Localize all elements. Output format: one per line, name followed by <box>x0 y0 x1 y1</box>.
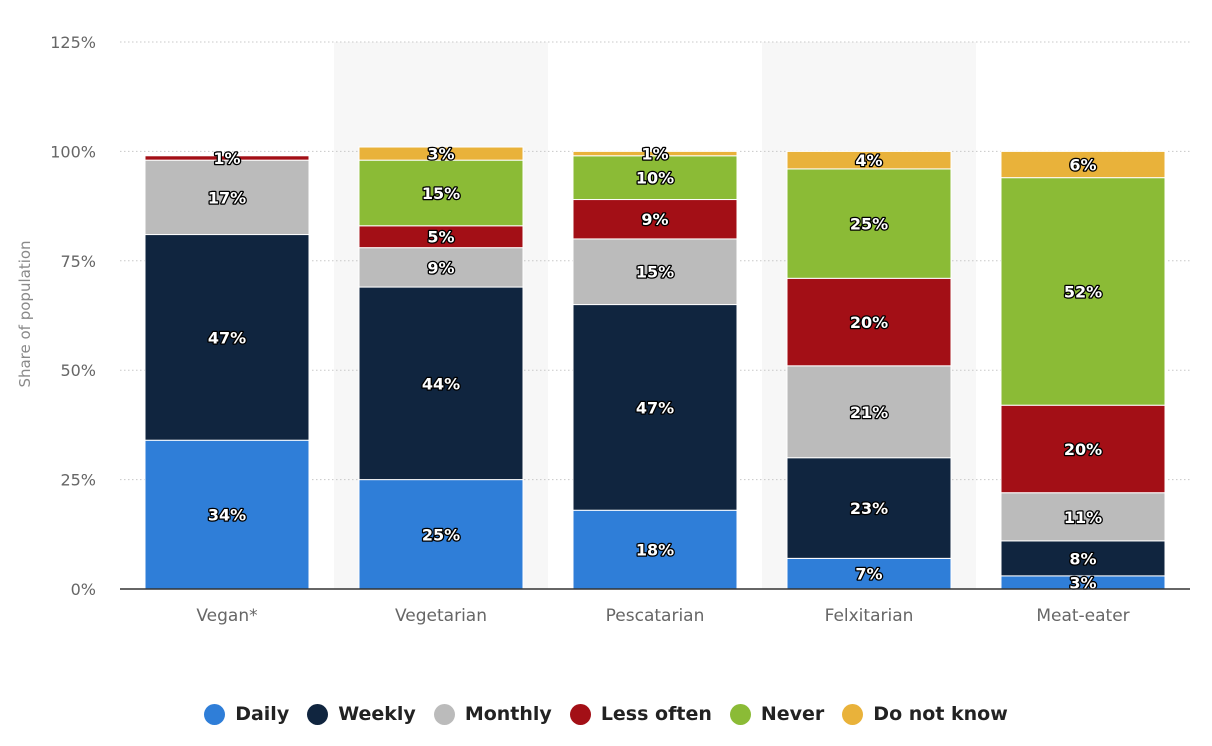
bar-segment <box>786 168 952 279</box>
legend-swatch-icon <box>842 703 864 725</box>
bar-segment <box>786 277 952 367</box>
data-label: 25% <box>422 525 460 544</box>
legend: Daily Weekly Monthly Less often Never Do not … <box>0 697 1212 731</box>
data-label: 20% <box>1064 440 1102 459</box>
legend-item[interactable]: Do not know <box>842 703 1008 725</box>
bar-stack: 7% 23% 21% 20% 25% 4% <box>786 150 952 590</box>
bar-stack: 25% 44% 9% 5% 15% 3% <box>358 143 524 590</box>
bar-stack: 18% 47% 15% 9% 10% 1% <box>572 143 738 590</box>
x-tick-label: Pescatarian <box>606 606 705 626</box>
legend-item[interactable]: Daily <box>204 703 289 725</box>
data-label: 8% <box>1069 549 1096 568</box>
y-tick-label: 25% <box>60 471 96 490</box>
legend-swatch-icon <box>729 703 751 725</box>
data-label: 6% <box>1069 156 1096 175</box>
legend-label: Daily <box>235 703 290 725</box>
bar-stack: 34% 47% 17% 1% <box>144 148 310 590</box>
bar-segment <box>572 199 738 240</box>
bar-segment <box>572 155 738 201</box>
legend-swatch-icon <box>204 703 226 725</box>
data-label: 3% <box>427 145 454 164</box>
bar-segment <box>786 457 952 559</box>
bar-segment <box>572 304 738 511</box>
data-label: 20% <box>850 313 888 332</box>
bar-segment <box>144 159 310 236</box>
data-label: 47% <box>208 328 246 347</box>
data-label: 7% <box>855 565 882 584</box>
bar-segment <box>358 159 524 227</box>
data-label: 47% <box>636 398 674 417</box>
data-label: 1% <box>641 145 668 164</box>
y-tick-label: 0% <box>71 580 96 599</box>
data-label: 34% <box>208 506 246 525</box>
data-label: 9% <box>427 258 454 277</box>
legend-label: Weekly <box>338 703 416 725</box>
bar-segment <box>144 234 310 441</box>
bar-segment <box>1000 404 1166 494</box>
y-tick-label: 50% <box>60 361 96 380</box>
data-label: 10% <box>636 169 674 188</box>
y-tick-label: 75% <box>60 252 96 271</box>
data-label: 4% <box>855 151 882 170</box>
legend-label: Do not know <box>873 703 1008 725</box>
bar-segment <box>1000 150 1166 179</box>
bar-segment <box>358 146 524 161</box>
data-label: 5% <box>427 228 454 247</box>
legend-item[interactable]: Monthly <box>433 703 552 725</box>
data-label: 18% <box>636 541 674 560</box>
legend-label: Less often <box>600 703 712 725</box>
bar-segment <box>358 247 524 288</box>
x-tick-label: Meat-eater <box>1036 606 1129 626</box>
legend-swatch-icon <box>307 703 329 725</box>
x-tick-label: Vegetarian <box>395 606 487 626</box>
legend-swatch-icon <box>569 703 591 725</box>
x-tick-label: Felxitarian <box>825 606 914 626</box>
bar-segment <box>572 238 738 306</box>
bar-segment <box>1000 177 1166 406</box>
legend-item[interactable]: Never <box>729 703 825 725</box>
bar-segment <box>786 365 952 459</box>
data-label: 9% <box>641 210 668 229</box>
data-label: 44% <box>422 374 460 393</box>
x-tick-label: Vegan* <box>196 606 257 626</box>
data-label: 21% <box>850 403 888 422</box>
data-label: 23% <box>850 499 888 518</box>
legend-swatch-icon <box>433 703 455 725</box>
data-label: 52% <box>1064 282 1102 301</box>
bar-segment <box>144 155 310 161</box>
data-label: 15% <box>422 184 460 203</box>
bar-segment <box>1000 540 1166 577</box>
legend-label: Never <box>760 703 825 725</box>
y-tick-label: 125% <box>50 33 96 52</box>
legend-label: Monthly <box>464 703 552 725</box>
data-label: 11% <box>1064 508 1102 527</box>
legend-item[interactable]: Less often <box>569 703 712 725</box>
bar-stack: 3%8%11%20%52%6% <box>1000 150 1166 594</box>
y-tick-label: 100% <box>50 142 96 161</box>
data-label: 25% <box>850 215 888 234</box>
data-label: 15% <box>636 263 674 282</box>
y-axis-title: Share of population <box>16 240 34 387</box>
bar-segment <box>786 150 952 170</box>
data-label: 17% <box>208 188 246 207</box>
bar-segment <box>572 150 738 157</box>
legend-item[interactable]: Weekly <box>307 703 416 725</box>
bar-segment <box>572 509 738 590</box>
data-label: 1% <box>213 149 240 168</box>
